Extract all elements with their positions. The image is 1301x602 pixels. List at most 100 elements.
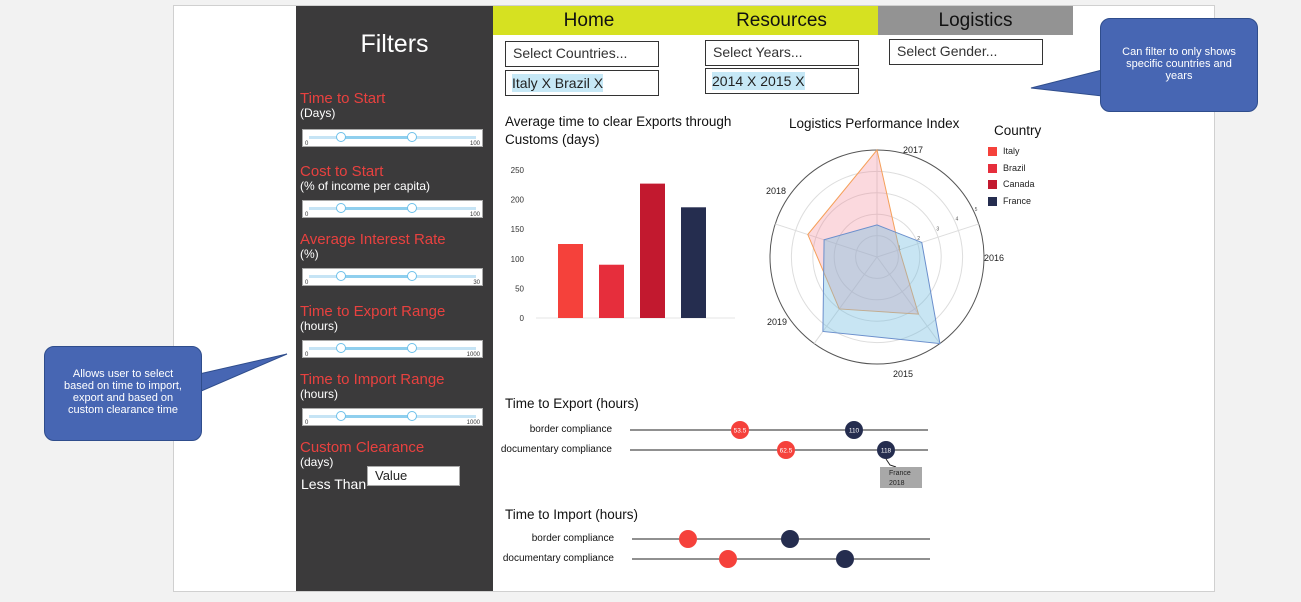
legend-item-italy[interactable]: Italy bbox=[988, 146, 1020, 157]
import-row-label-border: border compliance bbox=[531, 533, 614, 544]
export-dot-label: 62.5 bbox=[780, 448, 793, 455]
filter-label-average-interest-rate: Average Interest Rate bbox=[300, 231, 446, 248]
slider-max-label: 30 bbox=[473, 280, 480, 286]
legend-label: Italy bbox=[1003, 146, 1020, 156]
legend-item-france[interactable]: France bbox=[988, 196, 1032, 207]
legend-label: France bbox=[1003, 196, 1032, 206]
export-dot-label: 110 bbox=[849, 428, 860, 435]
slider-max-handle[interactable] bbox=[407, 203, 417, 213]
selected-countries[interactable]: Italy X Brazil X bbox=[505, 70, 659, 96]
radar-axis-label: 2018 bbox=[766, 186, 786, 196]
bar-canada bbox=[640, 183, 665, 318]
export-dot bbox=[845, 421, 863, 439]
tab-home[interactable]: Home bbox=[493, 6, 685, 35]
slider-min-handle[interactable] bbox=[336, 203, 346, 213]
cost-to-start-slider[interactable]: 0 100 bbox=[302, 200, 483, 218]
filter-sub-time-to-export-range: (hours) bbox=[300, 319, 339, 333]
filters-title: Filters bbox=[360, 30, 429, 58]
legend-swatch bbox=[988, 197, 997, 207]
radar-r-tick: 4 bbox=[956, 217, 959, 223]
radar-axis-label: 2019 bbox=[767, 317, 787, 327]
radar-series-france bbox=[822, 224, 941, 345]
export-dot-label: 53.5 bbox=[734, 428, 747, 435]
filter-label-custom-clearance: Custom Clearance bbox=[300, 439, 425, 456]
radar-r-tick: 5 bbox=[975, 207, 978, 213]
export-row-label-documentary: documentary compliance bbox=[500, 444, 612, 455]
filter-sub-custom-clearance: (days) bbox=[300, 455, 334, 469]
legend-item-canada[interactable]: Canada bbox=[988, 179, 1035, 190]
legend-item-brazil[interactable]: Brazil bbox=[988, 163, 1026, 174]
slider-min-handle[interactable] bbox=[336, 411, 346, 421]
radar-axis-label: 2017 bbox=[903, 145, 923, 155]
slider-max-handle[interactable] bbox=[407, 271, 417, 281]
radar-r-tick: 2 bbox=[917, 236, 920, 242]
slider-min-label: 0 bbox=[305, 280, 309, 286]
filter-sub-time-to-start: (Days) bbox=[300, 106, 336, 120]
radar-spoke bbox=[813, 256, 878, 344]
legend-title: Country bbox=[994, 123, 1042, 138]
tooltip-pointer bbox=[885, 458, 897, 468]
tooltip-line1: France bbox=[889, 470, 911, 477]
custom-clearance-value-input[interactable]: Value bbox=[367, 466, 460, 486]
slider-min-label: 0 bbox=[305, 212, 309, 218]
legend-swatch bbox=[988, 180, 997, 190]
callout-right-pointer bbox=[1030, 69, 1103, 97]
slider-max-label: 1000 bbox=[466, 420, 480, 426]
import-dot bbox=[836, 550, 854, 568]
select-countries-dropdown[interactable]: Select Countries... bbox=[505, 41, 659, 67]
filter-label-time-to-start: Time to Start bbox=[300, 90, 386, 107]
time-to-export-chart: 53.5 110 62.5 118 France 2018 bbox=[630, 421, 928, 488]
slider-min-label: 0 bbox=[305, 420, 309, 426]
radar-axis-label: 2015 bbox=[893, 369, 913, 379]
time-to-import-range-slider[interactable]: 0 1000 bbox=[302, 408, 483, 426]
select-years-dropdown[interactable]: Select Years... bbox=[705, 40, 859, 66]
y-tick-label: 250 bbox=[511, 166, 525, 175]
slider-max-label: 1000 bbox=[466, 352, 480, 358]
radar-axis-label: 2016 bbox=[984, 253, 1004, 263]
legend-swatch bbox=[988, 164, 997, 174]
filters-sidebar: Filters Time to Start (Days) 0 100 Cost … bbox=[296, 6, 493, 591]
year-chips[interactable]: 2014 X 2015 X bbox=[712, 72, 805, 90]
radar-r-tick: 1 bbox=[898, 245, 901, 251]
slider-max-handle[interactable] bbox=[407, 132, 417, 142]
bar-chart: 0 50 100 150 200 250 bbox=[511, 166, 735, 323]
export-row-label-border: border compliance bbox=[529, 424, 612, 435]
slider-max-handle[interactable] bbox=[407, 343, 417, 353]
import-row-label-documentary: documentary compliance bbox=[502, 553, 614, 564]
y-tick-label: 200 bbox=[511, 196, 525, 205]
slider-min-handle[interactable] bbox=[336, 132, 346, 142]
time-to-export-range-slider[interactable]: 0 1000 bbox=[302, 340, 483, 358]
radar-chart-title: Logistics Performance Index bbox=[789, 116, 960, 131]
filter-label-time-to-export-range: Time to Export Range bbox=[300, 303, 446, 320]
callout-sidebar-text: Allows user to select based on time to i… bbox=[63, 368, 182, 416]
select-gender-dropdown[interactable]: Select Gender... bbox=[889, 39, 1043, 65]
tab-resources[interactable]: Resources bbox=[685, 6, 878, 35]
y-tick-label: 100 bbox=[511, 255, 525, 264]
y-tick-label: 150 bbox=[511, 225, 525, 234]
time-to-start-slider[interactable]: 0 100 bbox=[302, 129, 483, 147]
country-chips[interactable]: Italy X Brazil X bbox=[512, 74, 604, 92]
bar-chart-title-line2: Customs (days) bbox=[505, 132, 600, 147]
slider-min-label: 0 bbox=[305, 141, 309, 147]
tab-logistics[interactable]: Logistics bbox=[878, 6, 1073, 35]
slider-min-handle[interactable] bbox=[336, 271, 346, 281]
import-dot bbox=[679, 530, 697, 548]
filter-sub-cost-to-start: (% of income per capita) bbox=[300, 179, 431, 193]
average-interest-rate-slider[interactable]: 0 30 bbox=[302, 268, 483, 286]
import-dot bbox=[781, 530, 799, 548]
radar-spoke bbox=[876, 223, 979, 258]
time-to-import-title: Time to Import (hours) bbox=[505, 507, 639, 522]
bar-france bbox=[681, 207, 706, 318]
export-dot bbox=[731, 421, 749, 439]
callout-left-pointer bbox=[198, 353, 288, 393]
slider-max-handle[interactable] bbox=[407, 411, 417, 421]
filter-sub-time-to-import-range: (hours) bbox=[300, 387, 339, 401]
selected-years[interactable]: 2014 X 2015 X bbox=[705, 68, 859, 94]
slider-min-handle[interactable] bbox=[336, 343, 346, 353]
tooltip-line2: 2018 bbox=[889, 480, 905, 487]
bar-italy bbox=[558, 244, 583, 318]
slider-min-label: 0 bbox=[305, 352, 309, 358]
time-to-import-chart bbox=[632, 530, 930, 568]
legend-label: Brazil bbox=[1003, 163, 1026, 173]
time-to-export-title: Time to Export (hours) bbox=[505, 396, 639, 411]
